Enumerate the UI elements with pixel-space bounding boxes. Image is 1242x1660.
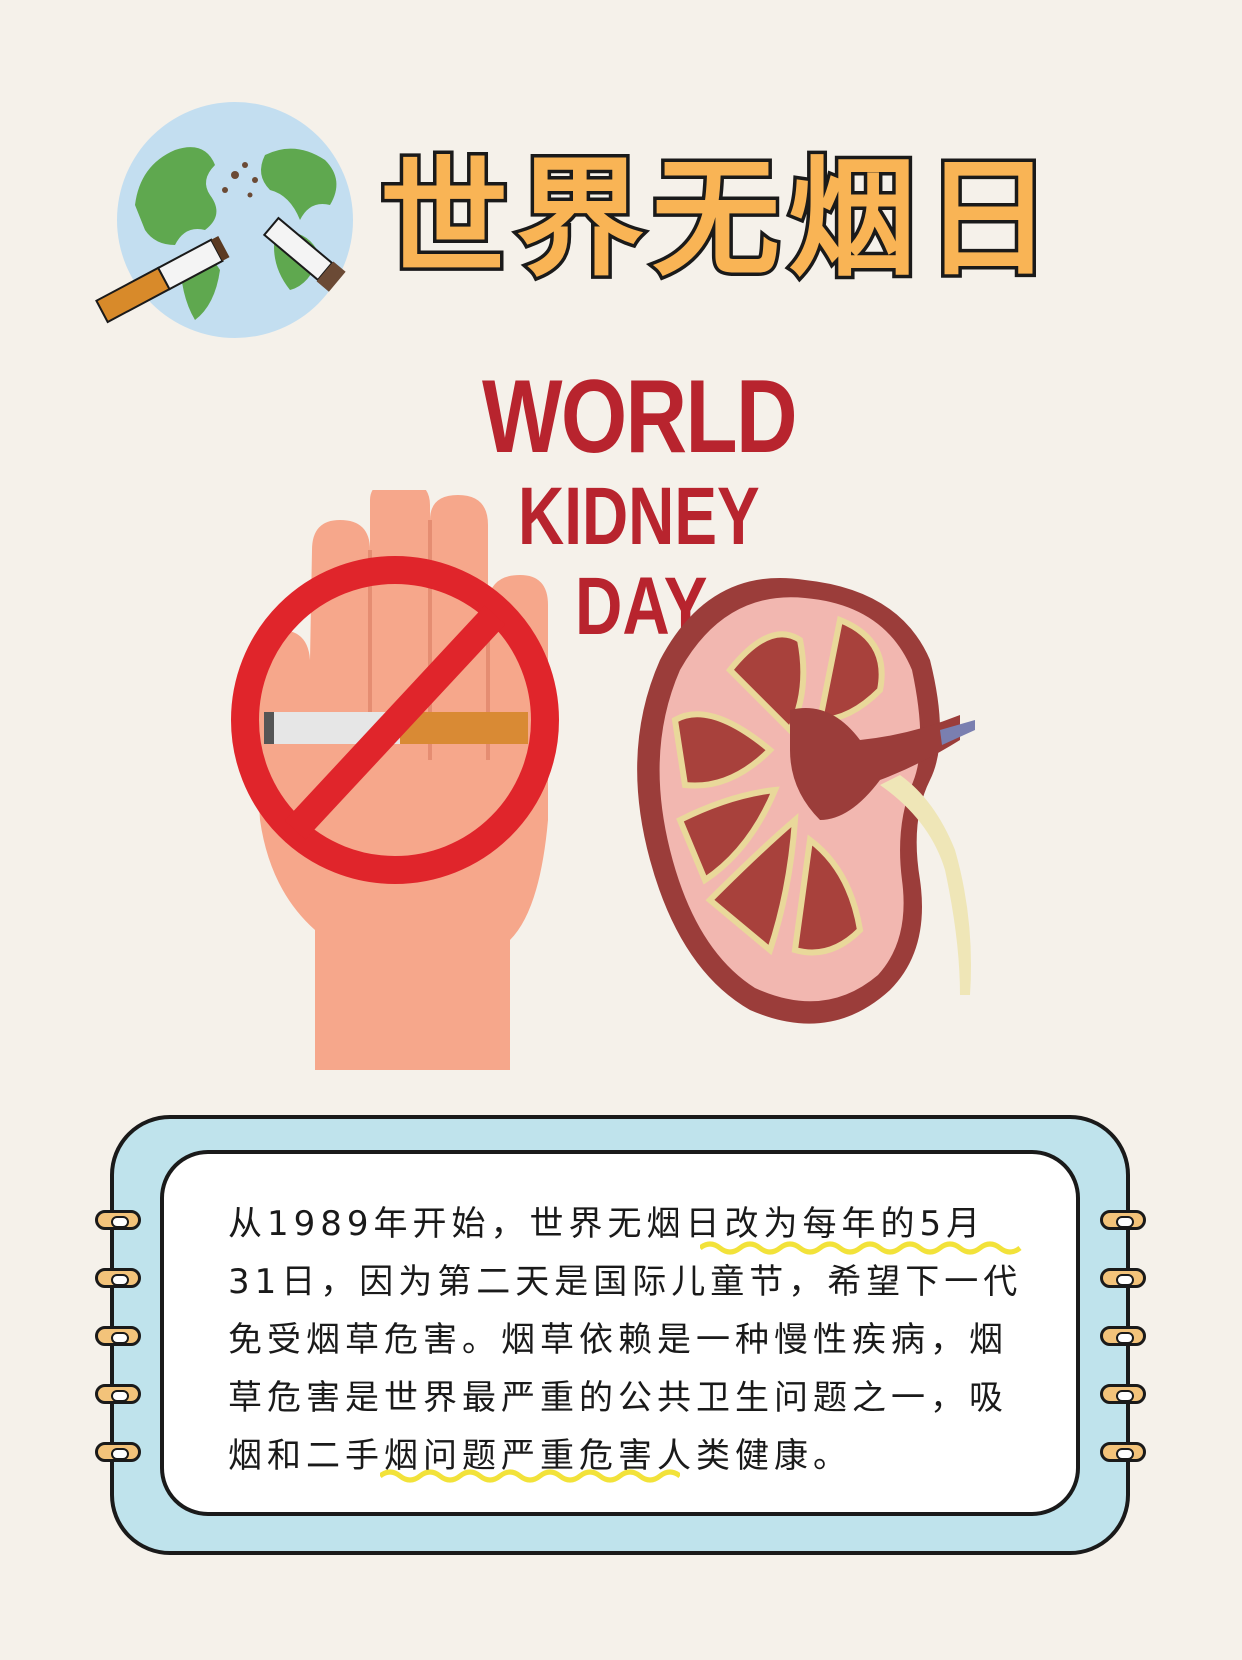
no-smoking-hand-icon (231, 490, 559, 1070)
illustration (231, 490, 975, 1070)
info-paragraph: 从1989年开始，世界无烟日改为每年的5月31日，因为第二天是国际儿童节，希望下… (228, 1204, 1023, 1476)
binder-ring-icon (95, 1442, 141, 1462)
globe-broken-cigarette-icon (95, 102, 353, 338)
binder-ring-icon (1100, 1442, 1146, 1462)
binder-ring-icon (95, 1326, 141, 1346)
binder-ring-icon (1100, 1326, 1146, 1346)
highlight-squiggle (380, 1469, 680, 1483)
highlight-squiggle (700, 1241, 1022, 1255)
info-card (160, 1150, 1080, 1516)
binder-ring-icon (95, 1268, 141, 1288)
binder-ring-icon (1100, 1268, 1146, 1288)
binder-ring-icon (95, 1210, 141, 1230)
binder-ring-icon (1100, 1384, 1146, 1404)
kidney-cross-section-icon (637, 577, 975, 1024)
page-title: 世界无烟日 (377, 142, 1061, 298)
binder-ring-icon (95, 1384, 141, 1404)
binder-ring-icon (1100, 1210, 1146, 1230)
campaign-line-kidney: KIDNEY (518, 471, 760, 562)
campaign-line-world: WORLD (482, 359, 798, 475)
info-text: 从1989年开始，世界无烟日改为每年的5月31日，因为第二天是国际儿童节，希望下… (228, 1195, 1038, 1485)
